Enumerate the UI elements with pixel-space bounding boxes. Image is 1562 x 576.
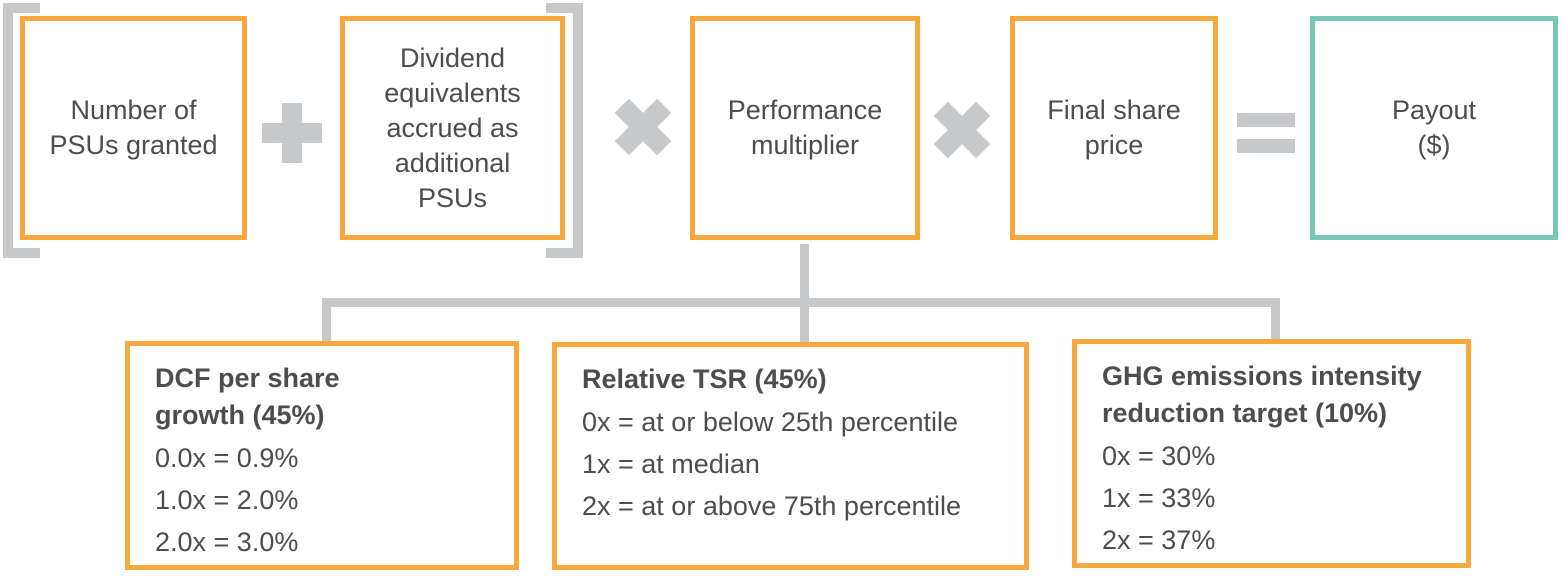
box-label: Number of PSUs granted (49, 95, 218, 160)
connector-vertical-center (800, 244, 809, 342)
final-share-price-box: Final share price (1010, 16, 1218, 240)
equals-icon (1237, 113, 1295, 153)
criterion-line: 1x = at median (582, 449, 760, 479)
criterion-title: GHG emissions intensity reduction target… (1102, 361, 1422, 428)
criterion-dcf-growth-box: DCF per share growth (45%) 0.0x = 0.9% 1… (125, 341, 519, 570)
criterion-line: 0x = at or below 25th percentile (582, 407, 958, 437)
criterion-line: 1.0x = 2.0% (155, 485, 299, 515)
bracket-left-icon (3, 3, 40, 258)
criterion-title: DCF per share growth (45%) (155, 363, 340, 430)
criterion-line: 0x = 30% (1102, 441, 1216, 471)
payout-box: Payout ($) (1310, 16, 1558, 240)
box-label: Performance multiplier (727, 95, 883, 160)
box-label: Dividend equivalents accrued as addition… (384, 42, 521, 213)
bracket-right-icon (546, 3, 583, 258)
box-label: Final share price (1047, 95, 1181, 160)
criterion-line: 0.0x = 0.9% (155, 443, 299, 473)
criterion-line: 2x = 37% (1102, 525, 1216, 555)
criterion-line: 2x = at or above 75th percentile (582, 491, 962, 521)
criterion-ghg-target-box: GHG emissions intensity reduction target… (1072, 339, 1471, 568)
dividend-equivalents-box: Dividend equivalents accrued as addition… (340, 16, 565, 240)
criterion-relative-tsr-box: Relative TSR (45%) 0x = at or below 25th… (552, 342, 1029, 570)
criterion-title: Relative TSR (45%) (582, 364, 827, 394)
multiply-icon (601, 85, 686, 170)
connector-drop-right (1271, 298, 1280, 343)
performance-multiplier-box: Performance multiplier (690, 16, 920, 240)
criterion-line: 1x = 33% (1102, 483, 1216, 513)
plus-icon (262, 103, 322, 163)
criterion-line: 2.0x = 3.0% (155, 527, 299, 557)
number-of-psus-granted-box: Number of PSUs granted (20, 16, 247, 240)
connector-drop-left (322, 298, 331, 343)
multiply-icon (920, 88, 1005, 173)
connector-horizontal (322, 298, 1280, 307)
box-label: Payout ($) (1391, 95, 1477, 160)
